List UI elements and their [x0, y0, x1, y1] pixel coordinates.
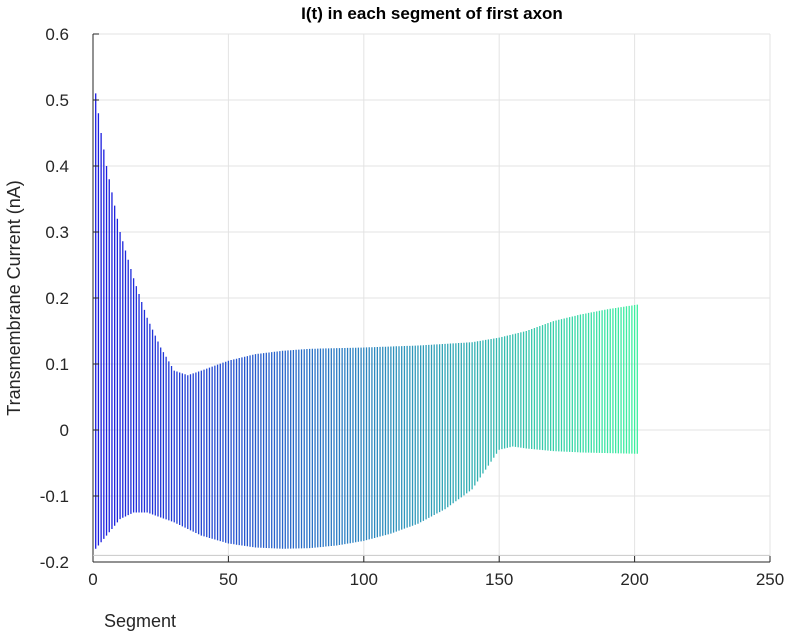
x-tick-labels: 0 50 100 150 200 250: [88, 570, 784, 589]
x-tick-label: 0: [88, 570, 97, 589]
data-bars: [95, 93, 638, 549]
y-tick-labels: -0.2 -0.1 0 0.1 0.2 0.3 0.4 0.5 0.6: [40, 25, 69, 572]
axes: [92, 33, 771, 563]
chart-title: I(t) in each segment of first axon: [301, 4, 563, 23]
y-tick-label: -0.2: [40, 553, 69, 572]
x-tick-label: 200: [620, 570, 648, 589]
x-tick-label: 150: [485, 570, 513, 589]
x-tick-label: 250: [756, 570, 784, 589]
y-tick-label: 0.4: [45, 157, 69, 176]
y-tick-label: -0.1: [40, 487, 69, 506]
y-tick-label: 0.3: [45, 223, 69, 242]
y-tick-label: 0.1: [45, 355, 69, 374]
y-tick-label: 0.5: [45, 91, 69, 110]
x-tick-label: 50: [219, 570, 238, 589]
y-tick-label: 0.6: [45, 25, 69, 44]
x-axis-label: Segment: [104, 611, 176, 631]
y-tick-label: 0: [60, 421, 69, 440]
grid-lines: [92, 33, 771, 563]
y-axis-label: Transmembrane Current (nA): [4, 180, 24, 415]
y-tick-label: 0.2: [45, 289, 69, 308]
x-tick-label: 100: [350, 570, 378, 589]
